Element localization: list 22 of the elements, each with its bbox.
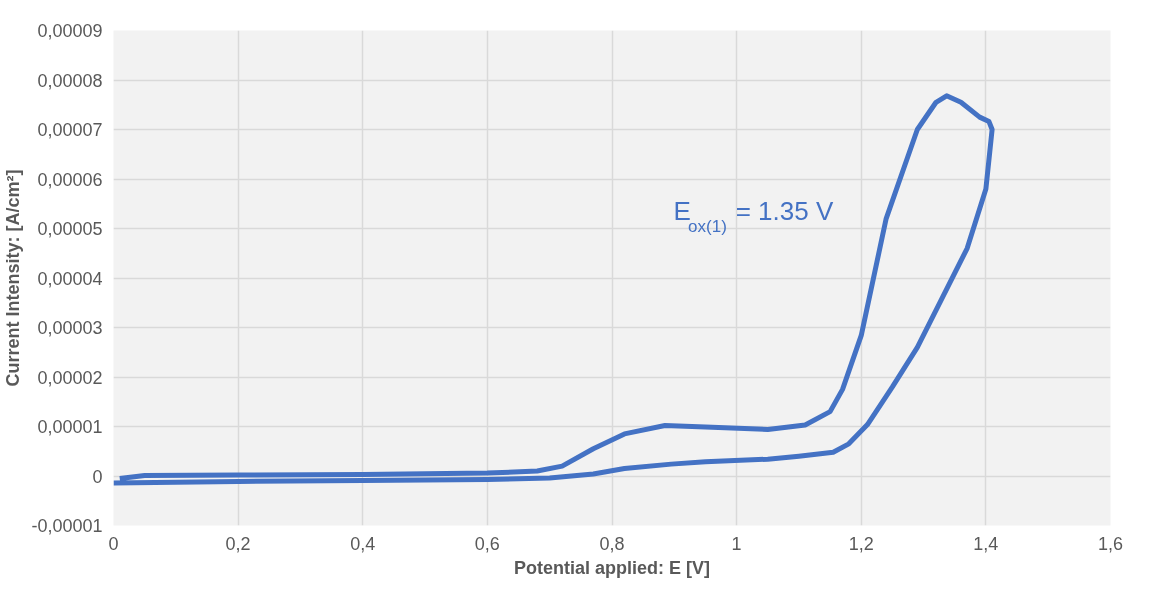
x-tick-label: 0,8 xyxy=(599,533,625,554)
x-tick-label: 0,4 xyxy=(350,533,376,554)
x-tick-label: 0,6 xyxy=(474,533,500,554)
x-tick-label: 1,6 xyxy=(1097,533,1124,554)
y-tick-label: 0,00004 xyxy=(37,268,103,289)
y-axis-title: Current Intensity: [A/cm²] xyxy=(3,169,24,387)
x-tick-label: 1,4 xyxy=(973,533,999,554)
y-tick-label: 0,00006 xyxy=(37,169,103,190)
y-tick-label: 0,00001 xyxy=(37,417,103,437)
y-tick-label: 0,00003 xyxy=(37,318,103,338)
x-tick-label: 1 xyxy=(731,533,742,554)
x-tick-label: 1,2 xyxy=(848,533,874,554)
x-axis-title: Potential applied: E [V] xyxy=(513,557,711,578)
y-tick-label: 0,00008 xyxy=(37,70,103,91)
x-tick-label: 0 xyxy=(108,533,119,554)
y-tick-label: 0,00002 xyxy=(37,367,103,388)
x-tick-label: 0,2 xyxy=(225,533,251,554)
y-tick-label: -0,00001 xyxy=(31,516,103,536)
y-tick-label: 0,00007 xyxy=(37,120,103,140)
y-tick-label: 0,00009 xyxy=(37,21,103,41)
y-tick-label: 0 xyxy=(92,466,103,487)
y-tick-label: 0,00005 xyxy=(37,219,103,239)
